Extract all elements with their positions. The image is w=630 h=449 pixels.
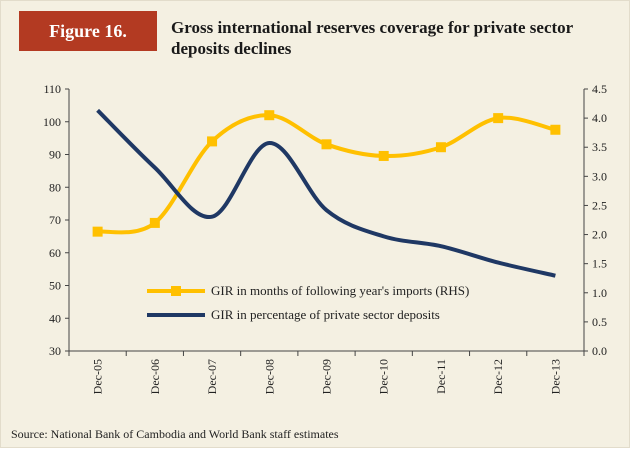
right-axis-tick-label: 3.0	[592, 169, 607, 183]
x-axis-tick-label: Dec-13	[548, 359, 562, 394]
series-marker-gir-months	[550, 124, 561, 135]
left-axis-tick-label: 70	[49, 213, 61, 227]
series-marker-gir-months	[149, 217, 160, 228]
right-axis-tick-label: 2.0	[592, 228, 607, 242]
left-axis-tick-label: 60	[49, 246, 61, 260]
series-line-gir-percent	[96, 108, 556, 278]
series-marker-gir-months	[493, 113, 504, 124]
series-marker-gir-months	[435, 142, 446, 153]
x-axis-tick-label: Dec-12	[491, 359, 505, 394]
right-axis-tick-label: 1.0	[592, 286, 607, 300]
right-axis-tick-label: 0.5	[592, 315, 607, 329]
x-axis-tick-label: Dec-06	[148, 359, 162, 394]
x-axis-tick-label: Dec-10	[377, 359, 391, 394]
series-marker-gir-months	[92, 226, 103, 237]
series-marker-gir-months	[207, 136, 218, 147]
x-axis-tick-label: Dec-09	[320, 359, 334, 394]
left-axis-tick-label: 50	[49, 279, 61, 293]
x-axis-tick-label: Dec-08	[262, 359, 276, 394]
left-axis-tick-label: 110	[43, 82, 61, 96]
series-marker-gir-months	[378, 150, 389, 161]
left-axis-tick-label: 100	[43, 115, 61, 129]
x-axis-tick-label: Dec-05	[91, 359, 105, 394]
figure-label: Figure 16.	[19, 11, 157, 51]
legend-label-gir-percent: GIR in percentage of private sector depo…	[211, 307, 440, 322]
x-axis-tick-label: Dec-07	[205, 359, 219, 394]
series-marker-gir-months	[321, 139, 332, 150]
left-axis-tick-label: 90	[49, 148, 61, 162]
right-axis-tick-label: 2.5	[592, 198, 607, 212]
legend-label-gir-months: GIR in months of following year's import…	[211, 283, 469, 298]
legend-marker-gir-months	[171, 286, 181, 296]
chart-title: Gross international reserves coverage fo…	[171, 18, 573, 58]
series-line-gir-months	[97, 113, 556, 235]
x-axis-tick-label: Dec-11	[434, 359, 448, 394]
right-axis-tick-label: 1.5	[592, 257, 607, 271]
series-marker-gir-months	[264, 110, 275, 121]
left-axis-tick-label: 80	[49, 180, 61, 194]
left-axis-tick-label: 30	[49, 344, 61, 358]
right-axis-tick-label: 3.5	[592, 140, 607, 154]
right-axis-tick-label: 4.5	[592, 82, 607, 96]
right-axis-tick-label: 0.0	[592, 344, 607, 358]
right-axis-tick-label: 4.0	[592, 111, 607, 125]
left-axis-tick-label: 40	[49, 311, 61, 325]
source-note: Source: National Bank of Cambodia and Wo…	[11, 427, 339, 441]
